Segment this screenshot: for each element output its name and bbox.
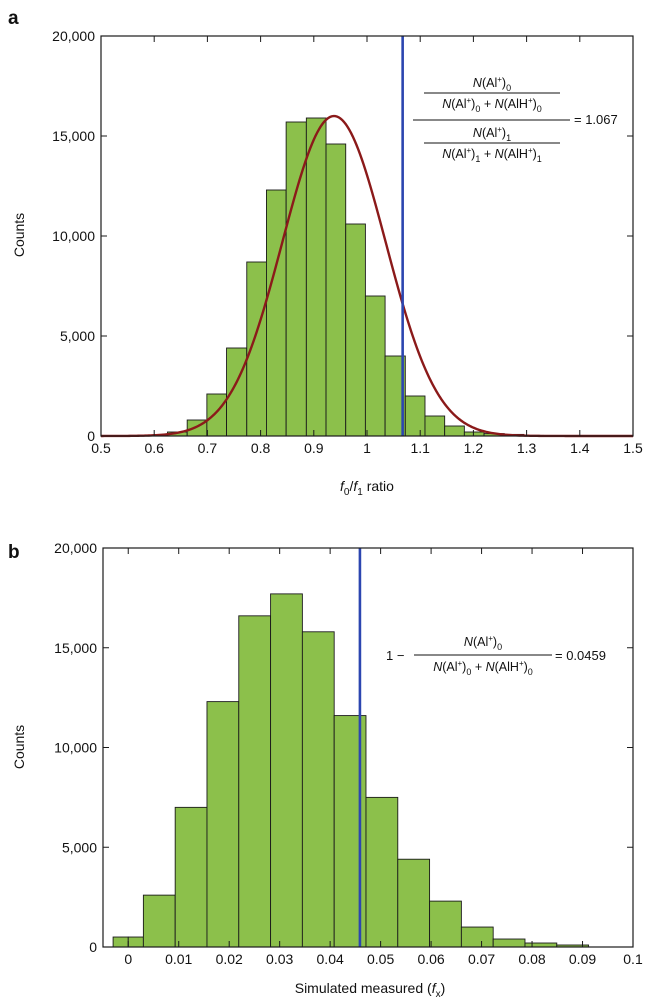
histogram-bar <box>424 415 446 437</box>
x-tick-label: 0.1 <box>623 951 643 967</box>
x-tick-label: 0.03 <box>266 951 293 967</box>
histogram-bar <box>364 295 386 437</box>
histogram-bar <box>404 395 426 437</box>
histogram-bar <box>226 347 248 437</box>
histogram-bar <box>206 701 240 948</box>
histogram-bar <box>345 223 366 437</box>
annot-b-value: = 0.0459 <box>555 648 606 663</box>
panel-b-label: b <box>8 542 20 563</box>
y-tick-label: 5,000 <box>62 839 97 855</box>
x-tick-label: 0.9 <box>304 440 324 456</box>
annot-a-num-num: N(Al+)0 <box>473 75 511 93</box>
annot-a-value: = 1.067 <box>574 112 618 127</box>
x-tick-label: 1 <box>363 440 371 456</box>
histogram-bar <box>460 926 494 948</box>
x-tick-label: 1.3 <box>517 440 537 456</box>
y-tick-label: 10,000 <box>52 228 95 244</box>
panel-a-x-ticks: 0.5 0.6 0.7 0.8 0.9 1 1.1 1.2 1.3 1.4 1.5 <box>91 36 643 456</box>
panel-a-x-axis-label: f0/f1 ratio <box>340 478 394 498</box>
x-tick-label: 0.7 <box>198 440 218 456</box>
panel-a-y-ticks: 0 5,000 10,000 15,000 20,000 <box>52 28 633 444</box>
annot-a-den-den: N(Al+)1 + N(AlH+)1 <box>442 146 542 164</box>
panel-b-y-axis-label: Counts <box>11 725 27 769</box>
x-tick-label: 0.09 <box>569 951 596 967</box>
histogram-bar <box>238 615 272 948</box>
annot-a-den-num: N(Al+)1 <box>473 125 511 143</box>
histogram-bar <box>365 796 399 948</box>
y-tick-label: 15,000 <box>54 640 97 656</box>
panel-b: b 0 0.01 0.02 0.03 0.04 0.05 0.06 0.07 0.08 0.09 0… <box>8 540 643 999</box>
annot-b-num: N(Al+)0 <box>464 634 502 652</box>
x-tick-label: 0 <box>124 951 132 967</box>
histogram-bar <box>112 936 129 948</box>
histogram-bar <box>142 894 176 948</box>
x-tick-label: 0.06 <box>417 951 444 967</box>
x-tick-label: 1.1 <box>410 440 430 456</box>
panel-b-histogram-bars <box>112 593 590 948</box>
x-tick-label: 0.5 <box>91 440 111 456</box>
panel-a-label: a <box>8 8 19 29</box>
histogram-bar <box>266 189 287 437</box>
x-tick-label: 0.02 <box>216 951 243 967</box>
histogram-bar <box>325 143 347 437</box>
x-tick-label: 0.8 <box>251 440 271 456</box>
histogram-bar <box>397 858 431 948</box>
y-tick-label: 5,000 <box>60 328 95 344</box>
histogram-bar <box>206 393 228 437</box>
x-tick-label: 0.05 <box>367 951 394 967</box>
x-tick-label: 1.2 <box>464 440 484 456</box>
histogram-bar <box>305 117 327 437</box>
x-tick-label: 1.4 <box>570 440 590 456</box>
y-tick-label: 20,000 <box>52 28 95 44</box>
histogram-bar <box>492 938 526 948</box>
histogram-bar <box>127 936 144 948</box>
panel-b-x-axis-label: Simulated measured (fx) <box>295 980 446 999</box>
histogram-bar <box>429 900 462 948</box>
x-tick-label: 1.5 <box>623 440 643 456</box>
x-tick-label: 0.07 <box>468 951 495 967</box>
histogram-bar <box>174 806 208 948</box>
histogram-bar <box>444 425 465 437</box>
y-tick-label: 15,000 <box>52 128 95 144</box>
histogram-bar <box>270 593 303 948</box>
y-tick-label: 10,000 <box>54 740 97 756</box>
annot-a-num-den: N(Al+)0 + N(AlH+)0 <box>442 96 542 114</box>
histogram-bar <box>301 631 335 948</box>
panel-a-histogram-bars <box>167 117 545 437</box>
x-tick-label: 0.04 <box>317 951 344 967</box>
x-tick-label: 0.08 <box>518 951 545 967</box>
x-tick-label: 0.01 <box>165 951 192 967</box>
panel-a-annotation: N(Al+)0 N(Al+)0 + N(AlH+)0 = 1.067 N(Al+… <box>413 75 618 164</box>
annot-b-prefix: 1 − <box>386 648 404 663</box>
panel-b-x-ticks: 0 0.01 0.02 0.03 0.04 0.05 0.06 0.07 0.08 0.09 0.1 <box>124 548 643 967</box>
y-tick-label: 0 <box>89 939 97 955</box>
panel-a: a 0.5 0.6 0.7 0.8 0.9 1 1.1 1.2 1.3 1.4 1.5 0 5,000… <box>8 8 643 498</box>
x-tick-label: 0.6 <box>144 440 164 456</box>
y-tick-label: 20,000 <box>54 540 97 556</box>
panel-a-y-axis-label: Counts <box>11 213 27 257</box>
annot-b-den: N(Al+)0 + N(AlH+)0 <box>433 659 533 677</box>
panel-b-y-ticks: 0 5,000 10,000 15,000 20,000 <box>54 540 633 955</box>
panel-b-annotation: 1 − N(Al+)0 = 0.0459 N(Al+)0 + N(AlH+)0 <box>386 634 606 677</box>
y-tick-label: 0 <box>87 428 95 444</box>
